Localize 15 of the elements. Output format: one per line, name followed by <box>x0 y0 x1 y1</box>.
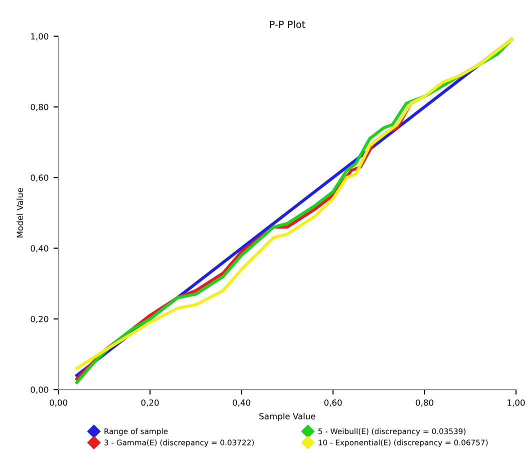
y-tick-label: 0,40 <box>30 245 48 252</box>
y-tick-label: 0,80 <box>30 104 48 112</box>
y-axis-title: Model Value <box>16 188 24 238</box>
y-tick-label: 1,00 <box>31 33 48 40</box>
x-tick-label: 0,00 <box>50 399 68 407</box>
chart-title: P-P Plot <box>270 20 306 28</box>
x-tick-label: 0,40 <box>232 399 250 407</box>
x-tick-label: 0,80 <box>416 399 434 407</box>
y-tick-label: 0,20 <box>30 316 48 324</box>
y-tick-label: 0,00 <box>30 386 48 394</box>
x-tick-label: 0,20 <box>141 399 159 407</box>
x-tick-label: 0,60 <box>324 399 342 407</box>
x-tick-label: 1,00 <box>508 399 525 407</box>
x-axis-title: Sample Value <box>259 412 316 421</box>
y-tick-label: 0,60 <box>30 174 48 182</box>
